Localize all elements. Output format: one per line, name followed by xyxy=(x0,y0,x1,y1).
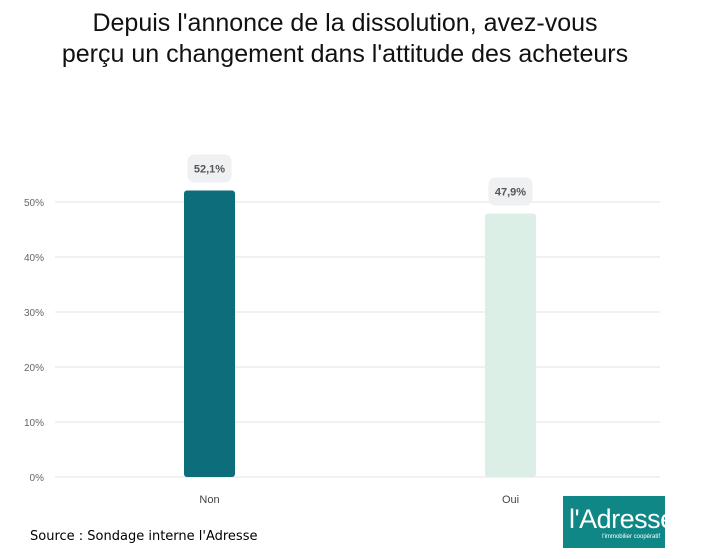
data-label-bg xyxy=(187,154,232,183)
data-label: 52,1% xyxy=(194,163,225,175)
x-tick-label: Oui xyxy=(502,494,519,506)
title-line-2: perçu un changement dans l'attitude des … xyxy=(61,40,629,68)
y-tick-label: 20% xyxy=(24,363,44,374)
logo-tagline: l'immobilier coopératif xyxy=(602,534,660,540)
chart-title: Depuis l'annonce de la dissolution, avez… xyxy=(0,8,690,70)
source-note: Source : Sondage interne l'Adresse xyxy=(30,529,258,544)
x-tick-label: Non xyxy=(199,494,219,506)
title-line-1: Depuis l'annonce de la dissolution, avez… xyxy=(92,9,598,37)
data-label: 47,9% xyxy=(495,187,526,199)
y-tick-label: 50% xyxy=(24,198,44,209)
bar-non xyxy=(184,190,235,477)
bar-oui xyxy=(485,213,536,478)
ladresse-logo: l'Adresse l'immobilier coopératif xyxy=(563,496,675,548)
logo-text: l'Adresse xyxy=(569,504,675,534)
y-tick-label: 0% xyxy=(30,473,45,484)
data-label-bg xyxy=(488,177,533,206)
y-tick-label: 10% xyxy=(24,418,44,429)
y-tick-label: 40% xyxy=(24,253,44,264)
y-tick-label: 30% xyxy=(24,308,44,319)
